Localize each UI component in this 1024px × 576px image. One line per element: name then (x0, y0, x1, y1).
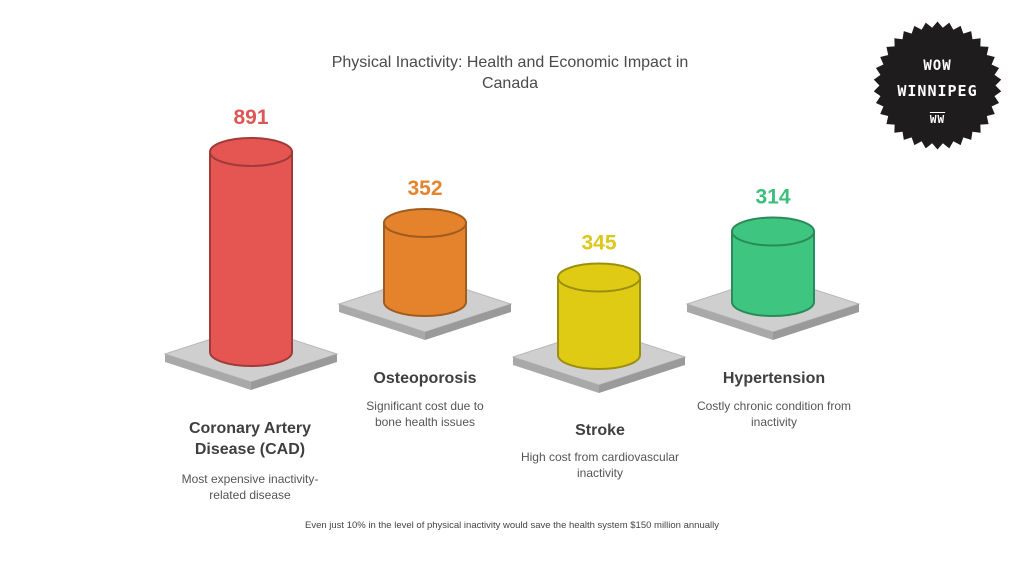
platform-side-right-osteoporosis (425, 304, 511, 340)
cylinder-top-stroke (557, 262, 641, 293)
platform-side-left-hypertension (687, 304, 773, 340)
bar-hypertension: 314 (685, 186, 861, 340)
platform-side-right-hypertension (773, 304, 859, 340)
cylinder-top-osteoporosis (383, 207, 467, 238)
cylinder-top-cad (209, 136, 293, 167)
value-label-cad: 891 (233, 106, 268, 129)
logo-text-ww: WW (929, 113, 946, 126)
value-label-hypertension: 314 (755, 186, 790, 209)
category-label-cad: Coronary Artery Disease (CAD) (188, 420, 312, 458)
category-desc-cad: Most expensive inactivity-related diseas… (181, 472, 319, 502)
platform-side-left-stroke (513, 357, 599, 393)
category-label-osteoporosis: Osteoporosis (373, 370, 477, 387)
cylinder-top-hypertension (731, 216, 815, 247)
logo-text-wow: WOW (923, 58, 952, 74)
category-desc-osteoporosis: Significant cost due to bone health issu… (366, 399, 484, 429)
wow-winnipeg-logo: WOW WINNIPEG WW (870, 18, 1005, 153)
platform-side-left-osteoporosis (339, 304, 425, 340)
value-label-osteoporosis: 352 (407, 177, 442, 200)
cylinder-body-stroke (557, 276, 641, 370)
cylinder-body-hypertension (731, 230, 815, 317)
bar-cad: 891 (163, 106, 339, 390)
cylinder-body-cad (209, 150, 293, 367)
value-label-stroke: 345 (581, 232, 616, 255)
category-label-hypertension: Hypertension (722, 370, 826, 387)
bar-osteoporosis: 352 (337, 177, 513, 340)
platform-side-left-cad (165, 354, 251, 390)
chart-title: Physical Inactivity: Health and Economic… (331, 54, 689, 92)
logo-badge-shape (873, 21, 1002, 150)
platform-side-right-cad (251, 354, 337, 390)
category-desc-hypertension: Costly chronic condition from inactivity (696, 399, 852, 429)
category-desc-stroke: High cost from cardiovascular inactivity (520, 450, 680, 480)
footnote: Even just 10% in the level of physical i… (304, 520, 719, 531)
logo-seal-shape (873, 21, 1002, 150)
category-label-stroke: Stroke (575, 422, 625, 439)
platform-side-right-stroke (599, 357, 685, 393)
bar-stroke: 345 (511, 232, 687, 393)
cylinder-body-osteoporosis (383, 221, 467, 317)
logo-text-winnipeg: WINNIPEG (897, 82, 978, 100)
